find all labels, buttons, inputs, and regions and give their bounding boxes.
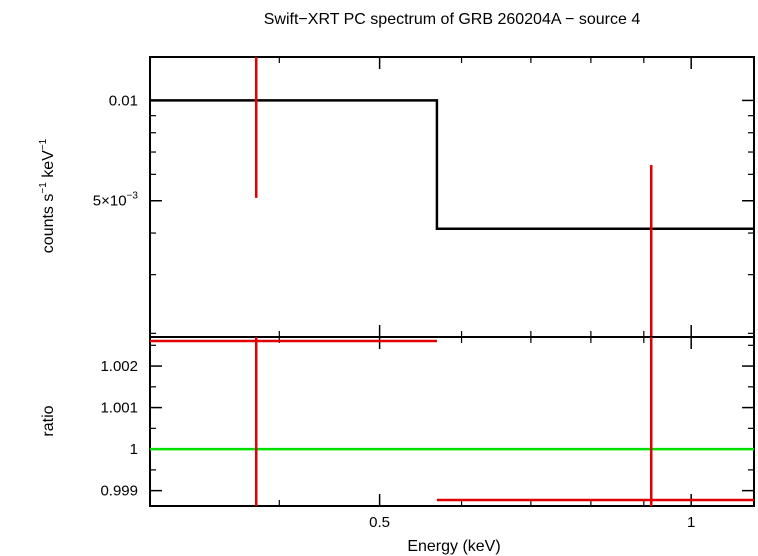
top-y-axis-label-main: counts s [40, 194, 57, 254]
model-step-line [150, 99, 754, 231]
chart-title: Swift−XRT PC spectrum of GRB 260204A − s… [264, 11, 641, 28]
bottom-y-axis-label: ratio [40, 405, 57, 436]
spectrum-frame [149, 56, 755, 338]
top-y-axis-label: counts s−1 keV−1 [38, 138, 57, 253]
x-tick-label: 0.5 [369, 514, 390, 531]
spectrum-panel: 0.01 5×10−3 [93, 56, 755, 338]
spectrum-y-tick-label-main: 5×10 [93, 193, 127, 210]
top-y-axis-label-sup1: −1 [38, 182, 49, 194]
top-y-axis-label-sup2: −1 [38, 138, 49, 150]
ratio-y-tick-label: 1 [130, 441, 138, 458]
ratio-frame [149, 336, 755, 507]
ratio-y-tick-label: 0.999 [100, 483, 138, 500]
spectrum-y-tick-label-sup: −3 [127, 191, 139, 202]
ratio-y-tick-label: 1.001 [100, 400, 138, 417]
spectrum-y-tick-label: 5×10−3 [93, 191, 139, 210]
x-tick-label: 1 [687, 514, 695, 531]
x-axis-label: Energy (keV) [407, 538, 500, 555]
spectrum-y-tick-label: 0.01 [109, 92, 138, 109]
ratio-y-tick-label: 1.002 [100, 358, 138, 375]
ratio-panel: 1.002 1.001 1 0.999 0.5 1 [100, 336, 755, 531]
top-y-axis-label-mid: keV [40, 150, 57, 182]
